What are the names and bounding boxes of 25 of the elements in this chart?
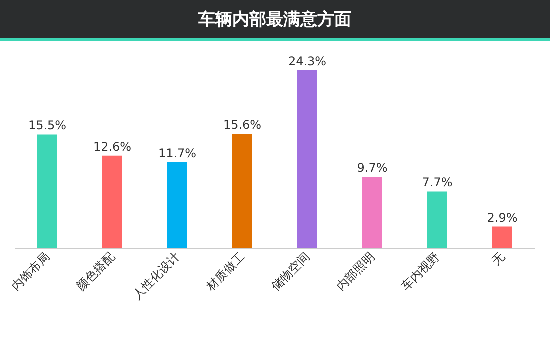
x-tick-label: 内部照明 bbox=[334, 250, 378, 294]
data-label: 11.7% bbox=[158, 146, 197, 160]
bar bbox=[38, 134, 58, 248]
data-label: 7.7% bbox=[422, 176, 453, 190]
x-tick-label: 车内视野 bbox=[398, 250, 442, 294]
chart-title: 车辆内部最满意方面 bbox=[198, 9, 352, 31]
x-tick-label: 材质做工 bbox=[202, 250, 248, 294]
bar bbox=[428, 192, 448, 248]
x-tick-label: 颜色搭配 bbox=[74, 250, 118, 294]
bar bbox=[232, 134, 252, 248]
bar bbox=[492, 226, 512, 248]
x-tick-label: 无 bbox=[489, 250, 508, 268]
data-label: 12.6% bbox=[93, 140, 132, 154]
x-tick-label: 内饰布局 bbox=[8, 250, 52, 294]
bar bbox=[102, 156, 122, 248]
x-tick-label: 人性化设计 bbox=[130, 250, 182, 302]
data-label: 15.6% bbox=[223, 118, 262, 132]
bar bbox=[168, 162, 188, 248]
data-label: 24.3% bbox=[288, 54, 327, 68]
bar bbox=[298, 70, 318, 248]
bar bbox=[362, 177, 382, 248]
x-tick-label: 储物空间 bbox=[268, 250, 312, 294]
data-label: 15.5% bbox=[28, 118, 67, 133]
data-label: 9.7% bbox=[357, 161, 388, 176]
data-label: 2.9% bbox=[487, 210, 518, 225]
